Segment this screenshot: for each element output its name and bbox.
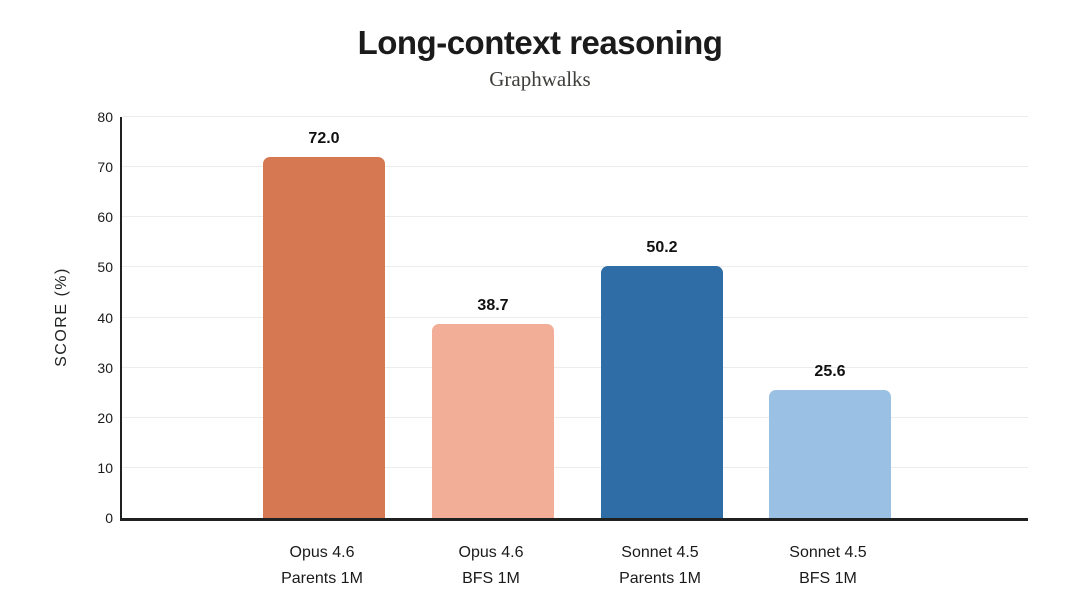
chart-title: Long-context reasoning xyxy=(357,24,723,61)
x-category-label-1: Opus 4.6 BFS 1M xyxy=(459,540,524,592)
y-tick-label-40: 40 xyxy=(97,309,113,326)
y-tick-labels: 0 10 20 30 40 50 60 70 80 xyxy=(0,109,113,526)
x-label-line: Opus 4.6 xyxy=(289,544,355,561)
bar-value-label-3: 25.6 xyxy=(814,362,846,380)
bar-value-label-0: 72.0 xyxy=(308,130,340,148)
bar-3 xyxy=(769,389,891,518)
y-tick-label-70: 70 xyxy=(97,159,113,176)
bar-2 xyxy=(601,266,723,518)
bar-value-label-1: 38.7 xyxy=(477,297,509,315)
y-tick-label-0: 0 xyxy=(105,510,113,526)
x-label-line: Sonnet 4.5 xyxy=(789,544,867,561)
x-category-labels: Opus 4.6 Parents 1M Opus 4.6 BFS 1M Sonnet 4… xyxy=(120,540,1026,600)
x-label-line: Sonnet 4.5 xyxy=(621,544,699,561)
bar-0 xyxy=(263,157,385,518)
x-label-line: BFS 1M xyxy=(462,570,520,587)
x-category-label-3: Sonnet 4.5 BFS 1M xyxy=(789,540,866,592)
gridline-40 xyxy=(122,316,1028,318)
x-label-line: Parents 1M xyxy=(619,570,701,587)
y-tick-label-50: 50 xyxy=(97,259,113,276)
bar-value-label-2: 50.2 xyxy=(646,239,678,257)
y-tick-label-80: 80 xyxy=(97,109,113,125)
x-label-line: Opus 4.6 xyxy=(458,544,524,561)
bar-1 xyxy=(432,324,554,518)
y-tick-label-30: 30 xyxy=(97,359,113,376)
gridline-70 xyxy=(122,166,1028,168)
gridline-20 xyxy=(122,416,1028,418)
chart-subtitle: Graphwalks xyxy=(489,67,591,91)
gridline-50 xyxy=(122,266,1028,268)
gridline-80 xyxy=(122,116,1028,117)
x-category-label-0: Opus 4.6 Parents 1M xyxy=(281,540,363,592)
gridline-60 xyxy=(122,216,1028,218)
x-label-line: Parents 1M xyxy=(281,570,363,587)
gridline-10 xyxy=(122,466,1028,468)
y-tick-label-60: 60 xyxy=(97,209,113,226)
gridline-30 xyxy=(122,366,1028,368)
y-tick-label-20: 20 xyxy=(97,409,113,426)
x-label-line: BFS 1M xyxy=(799,570,857,587)
plot-area: 72.0 38.7 50.2 25.6 xyxy=(120,116,1028,521)
y-tick-label-10: 10 xyxy=(97,459,113,476)
x-category-label-2: Sonnet 4.5 Parents 1M xyxy=(619,540,701,592)
